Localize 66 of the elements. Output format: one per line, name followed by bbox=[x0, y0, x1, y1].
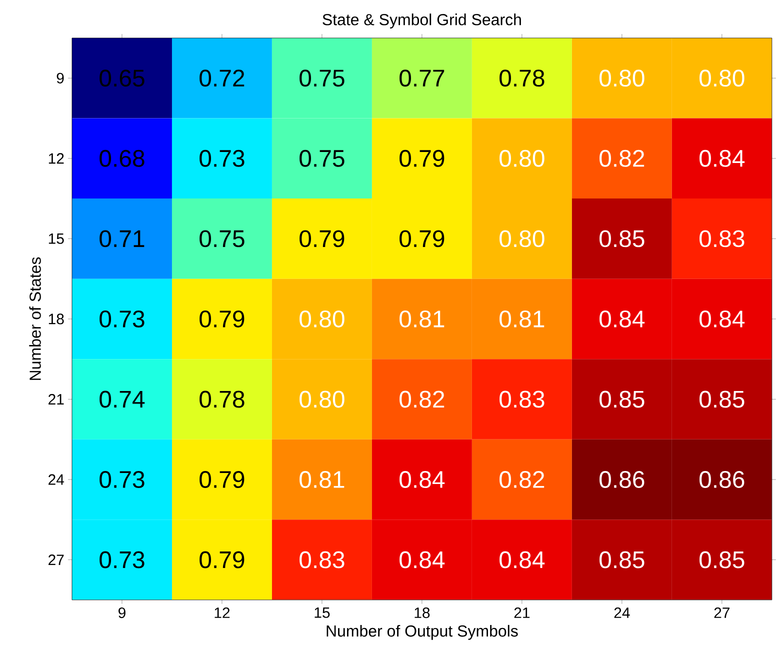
data-label: 0.71 bbox=[100, 230, 144, 248]
data-label: 0.80 bbox=[300, 310, 344, 328]
data-label: 0.82 bbox=[400, 390, 444, 408]
y-tick-label: 21 bbox=[48, 394, 64, 405]
x-tick-label: 18 bbox=[414, 608, 430, 618]
y-tick-label: 9 bbox=[56, 72, 64, 84]
data-label: 0.75 bbox=[300, 150, 344, 167]
data-label: 0.80 bbox=[300, 390, 344, 408]
x-axis-title: Number of Output Symbols bbox=[326, 624, 518, 640]
x-tick-label: 21 bbox=[514, 608, 530, 618]
data-label: 0.79 bbox=[200, 310, 244, 328]
data-label: 0.68 bbox=[100, 150, 144, 167]
data-label: 0.73 bbox=[100, 551, 144, 568]
data-label: 0.77 bbox=[400, 70, 444, 87]
data-label: 0.80 bbox=[500, 230, 544, 248]
data-label: 0.86 bbox=[600, 471, 644, 488]
data-label: 0.75 bbox=[200, 230, 244, 248]
data-label: 0.84 bbox=[500, 551, 545, 568]
data-label: 0.82 bbox=[600, 150, 644, 167]
data-label: 0.79 bbox=[200, 551, 244, 568]
data-label: 0.83 bbox=[700, 230, 744, 248]
data-label: 0.83 bbox=[300, 551, 344, 568]
data-label: 0.85 bbox=[600, 551, 644, 568]
x-tick-label: 27 bbox=[714, 608, 730, 618]
y-tick-label: 15 bbox=[48, 234, 64, 244]
data-label: 0.84 bbox=[700, 310, 745, 328]
data-label: 0.81 bbox=[300, 471, 344, 488]
data-label: 0.78 bbox=[200, 390, 244, 408]
y-axis-title: Number of States bbox=[29, 257, 41, 380]
data-label: 0.82 bbox=[500, 471, 544, 488]
data-label: 0.84 bbox=[700, 150, 745, 167]
y-tick-label: 18 bbox=[48, 314, 64, 324]
data-label: 0.84 bbox=[400, 471, 445, 488]
x-tick-label: 9 bbox=[118, 608, 126, 618]
data-label: 0.73 bbox=[100, 471, 144, 488]
data-label: 0.86 bbox=[700, 471, 744, 488]
data-label: 0.73 bbox=[100, 310, 144, 328]
data-label: 0.83 bbox=[500, 390, 544, 408]
data-label: 0.75 bbox=[300, 70, 344, 87]
data-label: 0.84 bbox=[600, 310, 645, 328]
data-label: 0.85 bbox=[600, 230, 644, 248]
data-label: 0.85 bbox=[700, 390, 744, 408]
y-tick-label: 27 bbox=[48, 554, 64, 566]
data-label: 0.80 bbox=[500, 150, 544, 167]
data-label: 0.72 bbox=[200, 70, 244, 87]
data-label: 0.79 bbox=[400, 150, 444, 167]
data-label: 0.74 bbox=[100, 390, 145, 408]
data-label: 0.80 bbox=[700, 70, 744, 87]
data-label: 0.65 bbox=[100, 70, 144, 87]
data-label: 0.81 bbox=[500, 310, 544, 328]
x-tick-label: 24 bbox=[614, 608, 630, 618]
data-label: 0.85 bbox=[600, 390, 644, 408]
data-label: 0.81 bbox=[400, 310, 444, 328]
data-label: 0.84 bbox=[400, 551, 445, 568]
data-label: 0.78 bbox=[500, 70, 544, 87]
y-tick-label: 12 bbox=[48, 153, 64, 164]
y-tick-label: 24 bbox=[48, 474, 64, 485]
x-tick-label: 15 bbox=[314, 608, 330, 618]
data-label: 0.73 bbox=[200, 150, 244, 167]
data-label: 0.79 bbox=[200, 471, 244, 488]
x-tick-label: 12 bbox=[214, 608, 230, 618]
data-label: 0.85 bbox=[700, 551, 744, 568]
data-label: 0.80 bbox=[600, 70, 644, 87]
data-label: 0.79 bbox=[300, 230, 344, 248]
data-label: 0.79 bbox=[400, 230, 444, 248]
chart-title: State & Symbol Grid Search bbox=[322, 14, 521, 29]
